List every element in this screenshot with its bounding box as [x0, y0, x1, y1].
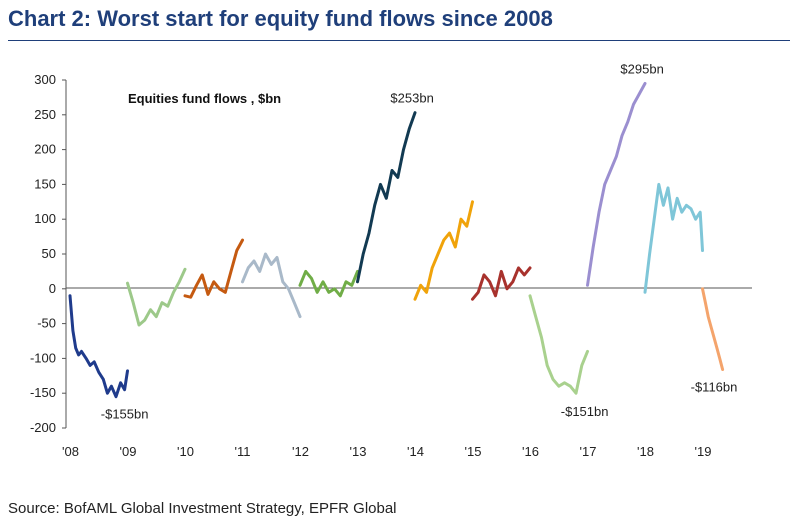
y-tick-label: -100 [30, 350, 56, 365]
y-tick-label: -50 [37, 316, 56, 331]
y-tick-label: 50 [42, 246, 56, 261]
data-annotation: -$116bn [691, 380, 738, 395]
series-line-1 [126, 267, 187, 327]
source-note: Source: BofAML Global Investment Strateg… [8, 500, 397, 517]
x-tick-label: '13 [350, 444, 367, 459]
chart-title: Chart 2: Worst start for equity fund flo… [8, 6, 553, 31]
series-line-9 [586, 82, 647, 287]
series-line-7 [471, 266, 532, 301]
x-tick-label: '09 [120, 444, 137, 459]
y-tick-label: 150 [34, 176, 56, 191]
y-tick-label: 300 [34, 72, 56, 87]
x-tick-label: '19 [695, 444, 712, 459]
y-tick-label: -200 [30, 420, 56, 435]
x-tick-label: '12 [292, 444, 309, 459]
x-tick-label: '17 [580, 444, 597, 459]
chart-inner-title: Equities fund flows , $bn [128, 91, 281, 106]
data-annotation: $295bn [620, 61, 663, 76]
title-divider [8, 40, 790, 41]
y-tick-label: -150 [30, 385, 56, 400]
x-tick-label: '10 [177, 444, 194, 459]
x-tick-label: '18 [637, 444, 654, 459]
series-line-10 [643, 182, 704, 294]
series-line-11 [701, 287, 725, 371]
data-annotation: -$155bn [101, 407, 149, 422]
series-line-5 [356, 111, 417, 284]
x-tick-label: '16 [522, 444, 539, 459]
y-tick-label: 200 [34, 142, 56, 157]
data-annotation: -$151bn [561, 404, 609, 419]
series-line-8 [528, 294, 589, 395]
series-line-0 [68, 294, 129, 399]
series-line-4 [298, 269, 359, 298]
x-tick-label: '08 [62, 444, 79, 459]
data-annotation: $253bn [390, 91, 433, 106]
y-tick-label: 0 [49, 281, 56, 296]
series-line-6 [413, 200, 474, 301]
y-tick-label: 100 [34, 211, 56, 226]
series-line-2 [183, 238, 244, 299]
series-line-3 [241, 252, 302, 319]
y-tick-label: 250 [34, 107, 56, 122]
x-tick-label: '14 [407, 444, 424, 459]
x-tick-label: '11 [235, 444, 251, 459]
x-tick-label: '15 [465, 444, 482, 459]
